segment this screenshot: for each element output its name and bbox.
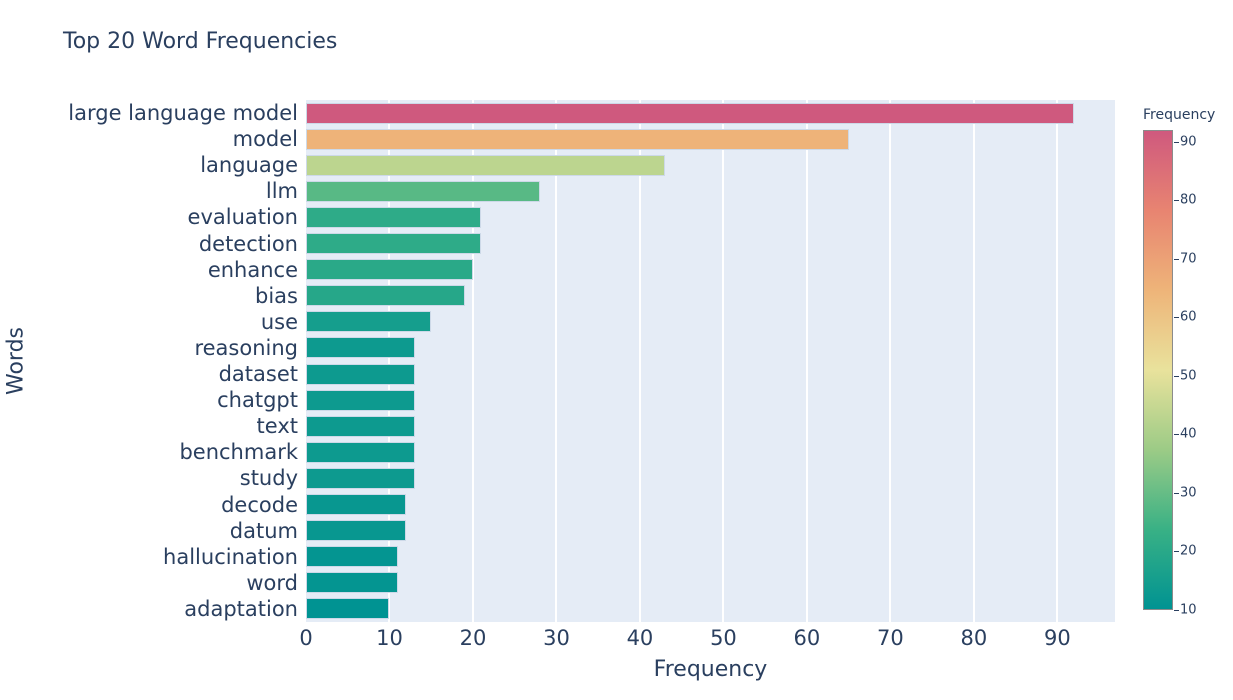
bar-benchmark[interactable] [306,441,415,463]
ytick-label-benchmark: benchmark [179,440,298,465]
bar-text[interactable] [306,415,415,437]
bar-llm[interactable] [306,180,540,202]
xtick-label-50: 50 [710,626,737,650]
bar-evaluation[interactable] [306,206,482,228]
xtick-label-10: 10 [376,626,403,650]
x-axis-tick-labels: 0 10 20 30 40 50 60 70 80 90 [299,626,1115,652]
colorbar-tick-mark-20 [1174,551,1179,553]
bar-reasoning[interactable] [306,337,415,359]
bar-model[interactable] [306,128,849,150]
y-axis-tick-labels: large language model model language llm eval… [0,100,302,622]
colorbar-tick-label-80: 80 [1180,192,1197,208]
ytick-label-model: model [232,127,298,152]
xtick-label-0: 0 [299,626,313,650]
gridline-x-80 [972,100,975,622]
bar-adaptation[interactable] [306,598,390,620]
bar-study[interactable] [306,467,415,489]
ytick-label-reasoning: reasoning [194,335,298,360]
xtick-label-60: 60 [793,626,821,650]
colorbar-gradient [1143,130,1173,610]
bar-dataset[interactable] [306,363,415,385]
bar-language[interactable] [306,154,665,176]
ytick-label-decode: decode [221,492,298,517]
gridline-x-10 [388,100,391,622]
colorbar-tick-label-90: 90 [1180,134,1197,150]
colorbar-tick-mark-70 [1174,258,1179,260]
ytick-label-datum: datum [229,518,298,543]
ytick-label-use: use [260,309,298,334]
colorbar-tick-mark-90 [1174,141,1179,143]
gridline-x-50 [722,100,725,622]
ytick-label-hallucination: hallucination [163,544,298,569]
colorbar-tick-mark-80 [1174,200,1179,202]
ytick-label-enhance: enhance [207,257,298,282]
ytick-label-language: language [200,153,298,178]
bar-large-language-model[interactable] [306,102,1075,124]
bar-datum[interactable] [306,520,407,542]
colorbar-tick-mark-50 [1174,375,1179,377]
bar-detection[interactable] [306,233,482,255]
gridline-x-30 [555,100,558,622]
bar-word[interactable] [306,572,398,594]
bar-decode[interactable] [306,494,407,516]
bar-bias[interactable] [306,285,465,307]
xtick-label-40: 40 [626,626,654,650]
colorbar-tick-label-50: 50 [1180,368,1197,384]
ytick-label-study: study [239,466,298,491]
gridline-x-90 [1056,100,1059,622]
xtick-label-90: 90 [1044,626,1071,650]
gridline-x-20 [471,100,474,622]
x-axis-title: Frequency [653,657,768,682]
plot-area [306,100,1115,622]
colorbar-title: Frequency [1143,107,1216,123]
gridline-x-40 [638,100,641,622]
bar-use[interactable] [306,311,432,333]
colorbar-tick-mark-60 [1174,317,1179,319]
xtick-label-30: 30 [543,626,570,650]
ytick-label-dataset: dataset [218,362,298,386]
ytick-label-large-language-model: large language model [68,101,298,125]
ytick-label-chatgpt: chatgpt [217,388,298,413]
colorbar-tick-label-20: 20 [1180,543,1197,559]
xtick-label-70: 70 [877,626,904,650]
gridline-x-60 [805,100,808,622]
bar-hallucination[interactable] [306,546,398,568]
colorbar-tick-label-40: 40 [1180,426,1197,442]
bar-enhance[interactable] [306,259,473,281]
ytick-label-text: text [256,414,298,439]
gridline-x-70 [889,100,892,622]
xtick-label-20: 20 [459,626,487,650]
ytick-label-evaluation: evaluation [187,205,298,230]
ytick-label-word: word [246,570,298,595]
ytick-label-detection: detection [198,231,298,256]
chart-title: Top 20 Word Frequencies [63,29,338,54]
xtick-label-80: 80 [960,626,988,650]
ytick-label-llm: llm [265,179,298,204]
ytick-label-bias: bias [255,283,298,308]
ytick-label-adaptation: adaptation [184,596,298,621]
colorbar-tick-mark-40 [1174,434,1179,436]
colorbar-tick-mark-10 [1174,610,1179,611]
colorbar-tick-label-30: 30 [1180,485,1197,501]
colorbar-tick-label-10: 10 [1180,602,1197,618]
colorbar-tick-label-60: 60 [1180,309,1197,325]
colorbar-tick-label-70: 70 [1180,251,1197,267]
bar-chatgpt[interactable] [306,389,415,411]
colorbar-tick-mark-30 [1174,492,1179,494]
